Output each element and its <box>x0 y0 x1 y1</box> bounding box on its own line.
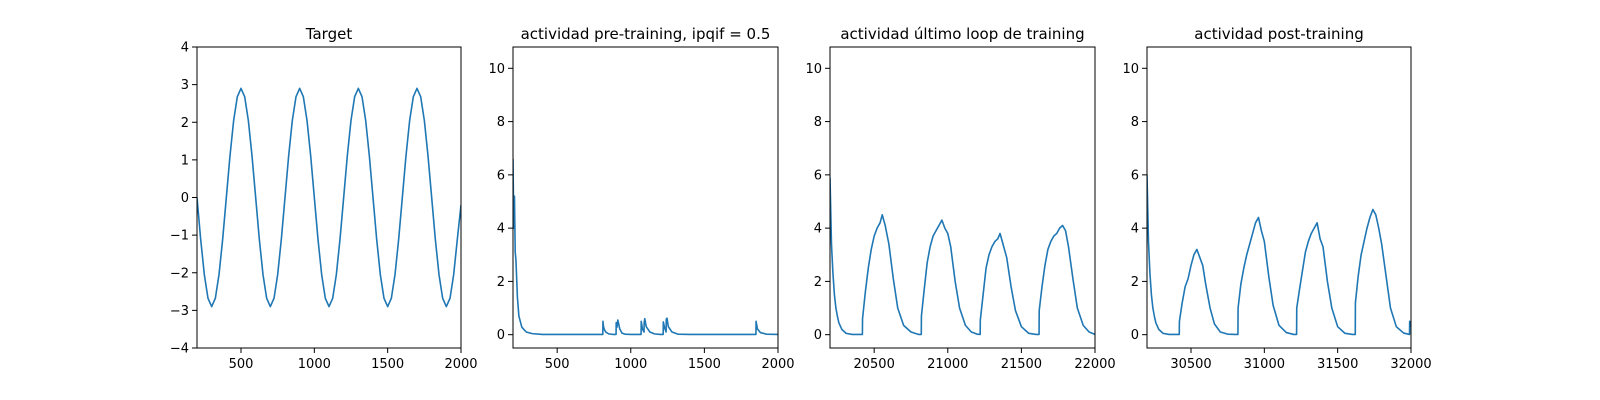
y-tick-label: 6 <box>497 168 505 183</box>
y-tick-label: 0 <box>497 328 505 343</box>
axes-frame <box>512 46 779 349</box>
x-tick-label: 32000 <box>1390 357 1431 372</box>
x-tick-label: 500 <box>545 357 570 372</box>
subplot-title: actividad pre-training, ipqif = 0.5 <box>521 25 771 43</box>
y-tick-label: 10 <box>1122 62 1139 77</box>
series-line <box>830 177 1095 336</box>
x-tick-label: 1500 <box>688 357 721 372</box>
axes-frame <box>1146 46 1412 349</box>
subplot-title: Target <box>305 25 353 43</box>
subplot-target: Target 500 1000 1500 2000 −4 −3 −2 −1 0 1 2 3 4 <box>170 25 478 372</box>
axes-frame <box>196 46 462 349</box>
x-tick-label: 21000 <box>927 357 968 372</box>
series-line <box>197 87 461 308</box>
y-tick-label: 2 <box>181 116 189 131</box>
x-tick-label: 1000 <box>614 357 647 372</box>
subplot-pre-training: actividad pre-training, ipqif = 0.5 500 10… <box>488 25 794 372</box>
y-tick-label: 6 <box>814 168 822 183</box>
x-tick-label: 2000 <box>444 357 477 372</box>
y-tick-label: −2 <box>170 266 189 281</box>
y-tick-label: 8 <box>1131 115 1139 130</box>
y-tick-label: 6 <box>1131 168 1139 183</box>
x-tick-label: 20500 <box>853 357 894 372</box>
axes-frame <box>829 46 1096 349</box>
y-tick-label: 0 <box>814 328 822 343</box>
y-tick-label: −1 <box>170 229 189 244</box>
y-tick-label: 4 <box>497 222 505 237</box>
y-tick-label: 2 <box>814 275 822 290</box>
y-tick-label: 10 <box>805 62 822 77</box>
subplot-post-training: actividad post-training 30500 31000 31500 32… <box>1122 25 1431 372</box>
x-tick-label: 1500 <box>371 357 404 372</box>
x-tick-label: 21500 <box>1001 357 1042 372</box>
x-tick-label: 22000 <box>1074 357 1115 372</box>
y-tick-label: 4 <box>814 222 822 237</box>
x-tick-label: 30500 <box>1170 357 1211 372</box>
y-tick-label: 2 <box>497 275 505 290</box>
y-tick-label: −3 <box>170 304 189 319</box>
y-tick-label: 0 <box>1131 328 1139 343</box>
x-tick-label: 2000 <box>761 357 794 372</box>
y-tick-label: 8 <box>497 115 505 130</box>
x-tick-label: 31000 <box>1244 357 1285 372</box>
y-tick-label: 4 <box>1131 222 1139 237</box>
subplot-title: actividad post-training <box>1194 25 1363 43</box>
x-tick-label: 500 <box>229 357 254 372</box>
y-tick-label: 10 <box>488 62 505 77</box>
y-tick-label: 3 <box>181 78 189 93</box>
y-tick-label: 4 <box>181 41 189 56</box>
y-tick-label: 1 <box>181 153 189 168</box>
series-line <box>513 158 778 336</box>
x-tick-label: 1000 <box>298 357 331 372</box>
series-line <box>1147 174 1411 336</box>
y-tick-label: 0 <box>181 191 189 206</box>
y-tick-label: −4 <box>170 342 189 357</box>
x-tick-label: 31500 <box>1317 357 1358 372</box>
subplot-title: actividad último loop de training <box>840 25 1084 43</box>
y-tick-label: 2 <box>1131 275 1139 290</box>
y-tick-label: 8 <box>814 115 822 130</box>
